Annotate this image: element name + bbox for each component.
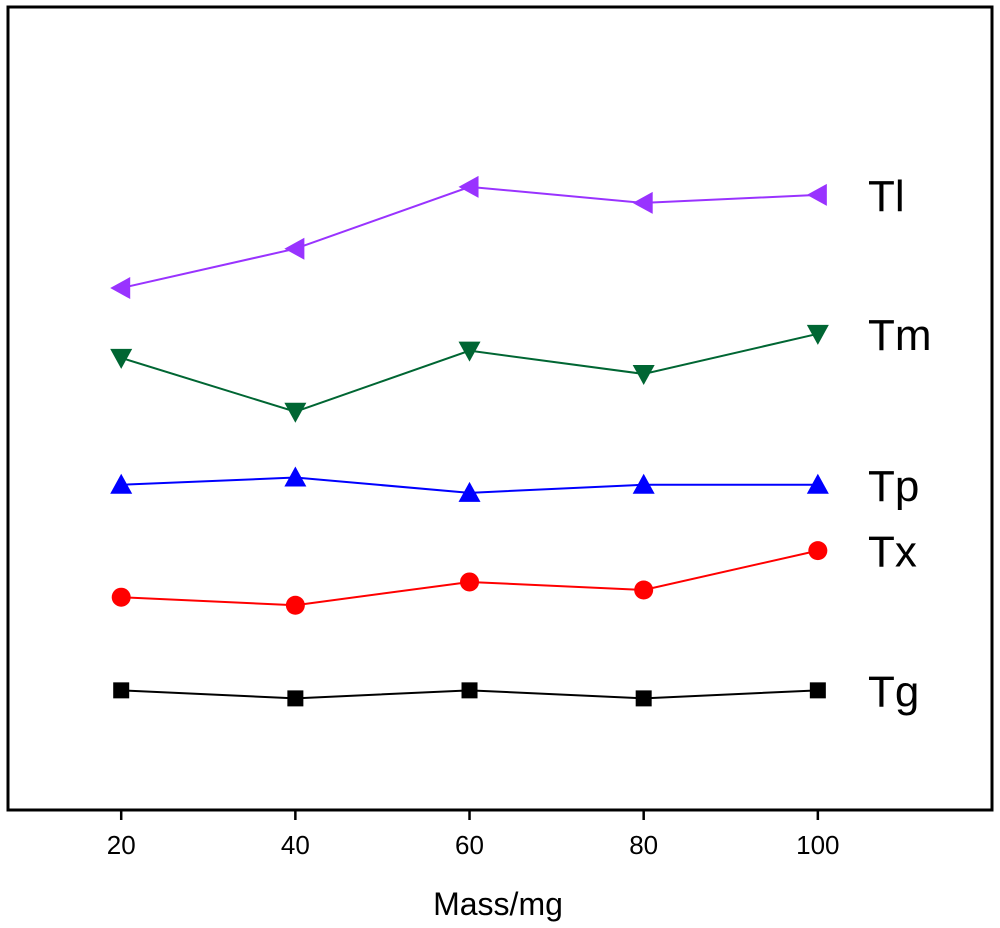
data-point-tp-40 [284, 466, 307, 487]
x-tick-label-40: 40 [281, 830, 310, 860]
data-point-tl-60 [458, 175, 479, 198]
data-point-tp-100 [806, 473, 829, 494]
series-label-tl: Tl [868, 172, 905, 221]
data-point-tl-80 [632, 191, 653, 214]
series-line-tl [120, 185, 818, 290]
data-point-tx-40 [285, 595, 305, 615]
x-axis-title: Mass/mg [433, 886, 563, 922]
data-point-tg-20 [113, 682, 130, 699]
data-point-tm-40 [284, 402, 307, 423]
data-point-tx-60 [460, 572, 480, 592]
data-point-tl-20 [110, 277, 131, 300]
data-point-tg-40 [287, 690, 304, 707]
x-axis-ticks: 20 40 60 80 100 [107, 810, 840, 860]
data-point-tg-60 [461, 682, 478, 699]
series-label-tm: Tm [868, 311, 932, 360]
series-tx [111, 541, 828, 615]
plot-frame [6, 5, 994, 812]
data-point-tp-60 [458, 481, 481, 502]
data-point-tl-100 [806, 183, 827, 206]
x-tick-label-80: 80 [629, 830, 658, 860]
series-label-tp: Tp [868, 462, 919, 511]
data-point-tg-100 [809, 682, 826, 699]
data-point-tg-80 [635, 690, 652, 707]
series-tp [110, 466, 829, 502]
series-tm [110, 324, 829, 423]
data-point-tp-20 [110, 473, 133, 494]
series-labels: Tg Tx Tp Tm Tl [868, 172, 932, 716]
x-tick-label-20: 20 [107, 830, 136, 860]
data-point-tp-80 [632, 473, 655, 494]
x-tick-label-60: 60 [455, 830, 484, 860]
data-point-tm-60 [458, 341, 481, 362]
data-point-tm-20 [110, 348, 133, 369]
series-tg [113, 682, 826, 707]
series-layer [110, 175, 829, 707]
data-point-tx-20 [111, 587, 131, 607]
data-point-tl-40 [284, 237, 305, 260]
data-point-tm-80 [632, 364, 655, 385]
data-point-tx-100 [808, 541, 828, 561]
series-label-tx: Tx [868, 528, 917, 577]
series-tl [110, 175, 827, 300]
x-tick-label-100: 100 [796, 830, 839, 860]
series-label-tg: Tg [868, 667, 919, 716]
data-point-tx-80 [634, 580, 654, 600]
data-point-tm-100 [806, 324, 829, 345]
